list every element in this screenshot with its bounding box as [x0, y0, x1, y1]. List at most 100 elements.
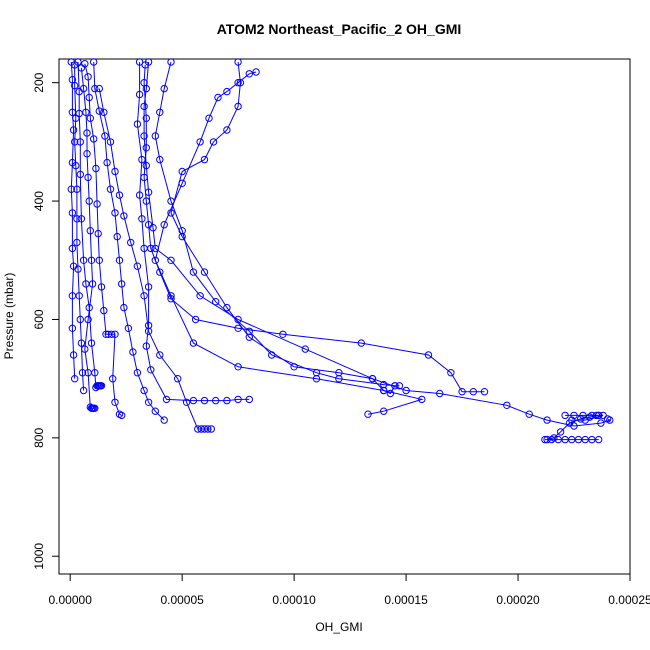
data-point	[447, 369, 455, 377]
data-point	[82, 108, 90, 117]
data-point	[88, 280, 97, 288]
data-point	[592, 411, 601, 420]
data-point	[189, 268, 198, 276]
data-point	[85, 93, 93, 102]
data-point	[160, 416, 168, 424]
data-point	[127, 238, 135, 247]
data-point	[87, 256, 96, 264]
data-point	[135, 58, 144, 66]
series-layer	[67, 58, 614, 444]
data-point	[147, 244, 155, 253]
data-point	[469, 388, 477, 396]
x-axis-label: OH_GMI	[315, 620, 362, 634]
x-tick-label: 0.00025	[608, 593, 650, 607]
plot-frame	[58, 58, 631, 575]
x-tick-label: 0.00010	[272, 593, 316, 607]
data-point	[73, 238, 81, 247]
y-tick-label: 800	[32, 428, 46, 448]
data-point	[69, 126, 78, 134]
data-point	[91, 84, 99, 93]
data-point	[84, 315, 92, 324]
data-point	[212, 298, 220, 306]
data-point	[156, 108, 164, 117]
data-point	[95, 84, 104, 93]
data-point	[81, 60, 89, 68]
data-point	[577, 415, 585, 423]
data-point	[95, 107, 104, 115]
data-point	[81, 345, 89, 353]
data-point	[209, 138, 218, 146]
data-point	[312, 375, 321, 383]
data-point	[357, 339, 365, 347]
data-point	[79, 84, 88, 93]
data-point	[85, 197, 93, 205]
data-point	[76, 170, 85, 179]
data-point	[191, 315, 200, 324]
data-point	[236, 79, 245, 87]
data-point	[78, 369, 87, 377]
data-point	[200, 155, 209, 164]
data-point	[101, 132, 109, 140]
data-point	[480, 388, 489, 396]
data-point	[73, 215, 81, 223]
data-point	[120, 303, 128, 312]
data-point	[107, 330, 116, 338]
data-point	[167, 256, 175, 264]
data-point	[147, 366, 155, 374]
data-point	[97, 283, 106, 291]
data-point	[525, 410, 533, 418]
data-point	[77, 339, 86, 347]
y-tick-label: 600	[32, 309, 46, 329]
data-point	[115, 256, 124, 264]
series-16	[543, 411, 603, 444]
series-7	[95, 84, 216, 433]
data-point	[200, 396, 209, 405]
data-point	[142, 161, 151, 170]
data-point	[234, 363, 242, 371]
data-point	[402, 386, 410, 395]
data-point	[156, 351, 164, 359]
data-point	[84, 369, 92, 377]
y-axis-label: Pressure (mbar)	[2, 273, 16, 360]
data-point	[189, 396, 198, 405]
data-point	[212, 396, 220, 405]
data-point	[129, 348, 137, 356]
series-line	[74, 64, 85, 391]
data-point	[178, 232, 186, 241]
data-point	[595, 435, 603, 444]
data-point	[565, 419, 574, 427]
data-point	[138, 215, 146, 223]
series-11	[151, 58, 404, 390]
data-point	[77, 215, 86, 223]
data-point	[245, 70, 254, 78]
series-line	[136, 62, 250, 402]
data-point	[97, 382, 106, 390]
data-point	[424, 351, 433, 359]
data-point	[182, 398, 191, 406]
data-point	[204, 425, 212, 433]
data-point	[79, 256, 88, 264]
data-point	[79, 386, 88, 395]
data-point	[543, 416, 551, 424]
data-point	[380, 386, 388, 395]
data-point	[86, 114, 95, 122]
series-5	[81, 60, 126, 420]
data-point	[160, 84, 168, 93]
data-point	[561, 411, 569, 420]
data-point	[71, 81, 79, 90]
data-point	[142, 342, 151, 350]
data-point	[386, 389, 395, 398]
data-point	[92, 164, 100, 173]
data-point	[380, 407, 388, 415]
data-point	[94, 229, 102, 238]
data-point	[252, 68, 260, 76]
data-point	[140, 132, 148, 140]
series-line	[143, 61, 612, 427]
data-point	[364, 410, 372, 418]
series-line	[84, 63, 122, 416]
data-point	[149, 224, 157, 232]
y-tick-label: 400	[32, 191, 46, 211]
x-tick-label: 0.00000	[49, 593, 93, 607]
data-point	[90, 135, 98, 143]
data-point	[178, 167, 186, 176]
